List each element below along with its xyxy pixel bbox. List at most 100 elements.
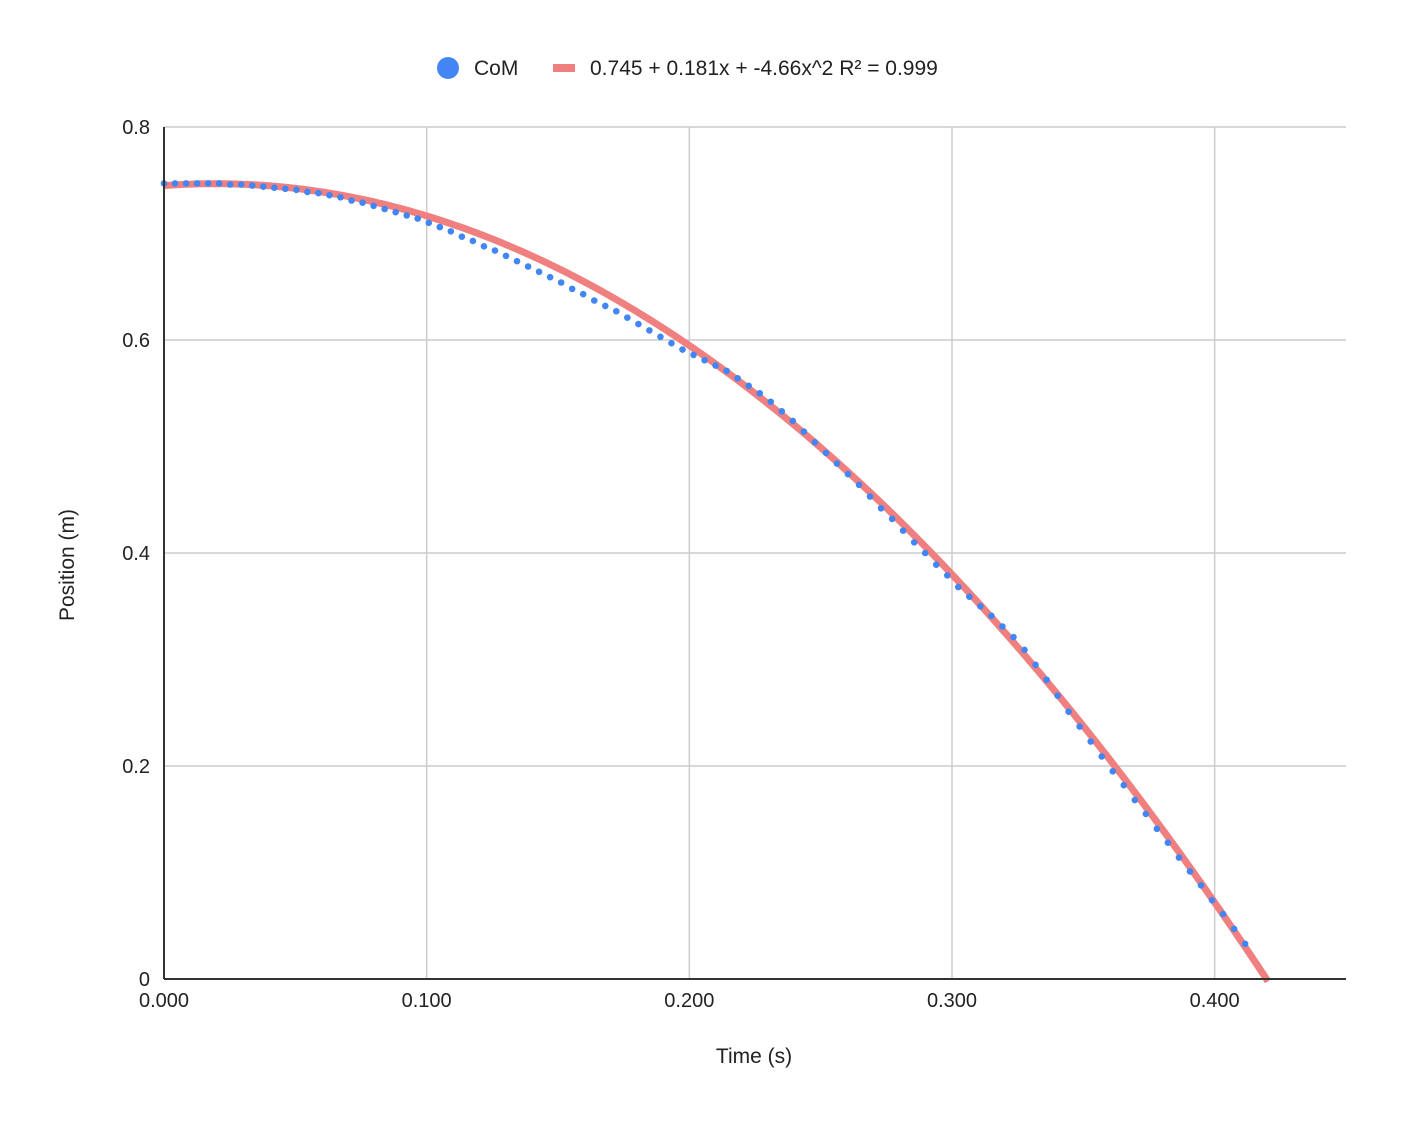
data-point (447, 228, 455, 235)
data-point (756, 389, 764, 397)
data-point (701, 356, 708, 364)
data-point (1186, 868, 1194, 875)
legend: CoM 0.745 + 0.181x + -4.66x^2 R² = 0.999 (437, 57, 938, 80)
data-point (193, 180, 201, 187)
data-point (624, 314, 631, 321)
x-tick-label: 0.100 (402, 990, 452, 1012)
x-tick-label: 0.200 (664, 990, 714, 1012)
data-point (921, 549, 929, 557)
data-point (977, 602, 984, 610)
y-tick-label: 0.4 (122, 543, 150, 565)
data-point (579, 290, 587, 298)
data-point (491, 247, 499, 254)
data-point (1021, 646, 1028, 654)
data-point (833, 460, 841, 467)
x-tick-label: 0.400 (1190, 990, 1240, 1012)
data-point (899, 527, 907, 534)
data-point (1208, 896, 1216, 904)
trendline (163, 180, 1271, 984)
data-point (1087, 738, 1094, 745)
data-point (293, 186, 300, 194)
data-point (1153, 825, 1161, 833)
data-point (800, 428, 808, 435)
legend-label-trendline: 0.745 + 0.181x + -4.66x^2 R² = 0.999 (590, 57, 938, 80)
data-point (855, 481, 863, 489)
data-point (1120, 781, 1128, 789)
data-point (822, 449, 830, 457)
data-point (480, 242, 488, 250)
data-point (1164, 839, 1172, 846)
data-point (513, 257, 521, 265)
y-tick-label: 0.2 (122, 756, 150, 778)
data-point (789, 417, 797, 425)
data-point (458, 233, 466, 240)
y-tick-label: 0 (139, 969, 150, 991)
data-point (877, 504, 885, 512)
data-point (966, 593, 973, 600)
data-point (999, 623, 1006, 630)
data-point (601, 302, 609, 310)
data-point (546, 273, 554, 281)
grid (164, 126, 1346, 979)
data-point (1219, 910, 1227, 918)
data-point (1131, 796, 1139, 804)
data-point (866, 493, 874, 500)
data-point (943, 572, 951, 579)
data-point (1010, 633, 1017, 641)
axes (163, 127, 1346, 980)
data-point (502, 252, 510, 260)
data-point (1076, 723, 1083, 730)
data-point (326, 191, 333, 199)
data-point (535, 268, 543, 276)
data-point (304, 188, 311, 196)
data-point (745, 382, 752, 390)
trendline-layer (163, 180, 1271, 984)
data-point (215, 180, 223, 187)
data-point (723, 367, 730, 375)
data-point (932, 561, 940, 569)
tick-labels: 0.000 0.100 0.200 0.300 0.400 0 0.2 0.4 0.6 0.8 (122, 117, 1240, 1012)
data-point (337, 193, 344, 201)
legend-marker-trendline (553, 64, 575, 72)
data-point (712, 362, 719, 369)
data-points-layer (160, 180, 1249, 948)
data-point (1032, 661, 1039, 669)
y-tick-label: 0.8 (122, 117, 150, 139)
data-point (590, 297, 598, 304)
x-axis-title: Time (s) (716, 1045, 792, 1068)
data-point (403, 212, 411, 219)
data-point (657, 333, 664, 341)
x-tick-label: 0.300 (927, 990, 977, 1012)
data-point (414, 215, 422, 222)
data-point (888, 515, 896, 523)
data-point (646, 327, 653, 334)
data-point (248, 182, 256, 189)
data-point (204, 180, 212, 187)
data-point (690, 351, 697, 359)
data-point (635, 320, 642, 328)
data-point (469, 237, 477, 245)
data-point (844, 470, 852, 478)
data-point (359, 199, 366, 206)
data-point (668, 339, 675, 347)
y-tick-label: 0.6 (122, 330, 150, 352)
data-point (237, 181, 245, 188)
data-point (1109, 768, 1117, 775)
data-point (734, 375, 741, 382)
data-point (425, 219, 433, 227)
data-point (1054, 692, 1061, 700)
y-axis-title: Position (m) (56, 509, 79, 621)
data-point (1241, 940, 1249, 948)
data-point (1230, 925, 1238, 933)
data-point (259, 183, 267, 190)
data-point (1065, 708, 1072, 715)
data-point (1142, 810, 1150, 818)
data-point (1098, 753, 1106, 760)
data-point (767, 398, 775, 406)
legend-label-com: CoM (474, 57, 518, 80)
x-tick-label: 0.000 (139, 990, 189, 1012)
data-point (271, 184, 278, 192)
data-point (348, 197, 355, 204)
data-point (182, 180, 190, 187)
